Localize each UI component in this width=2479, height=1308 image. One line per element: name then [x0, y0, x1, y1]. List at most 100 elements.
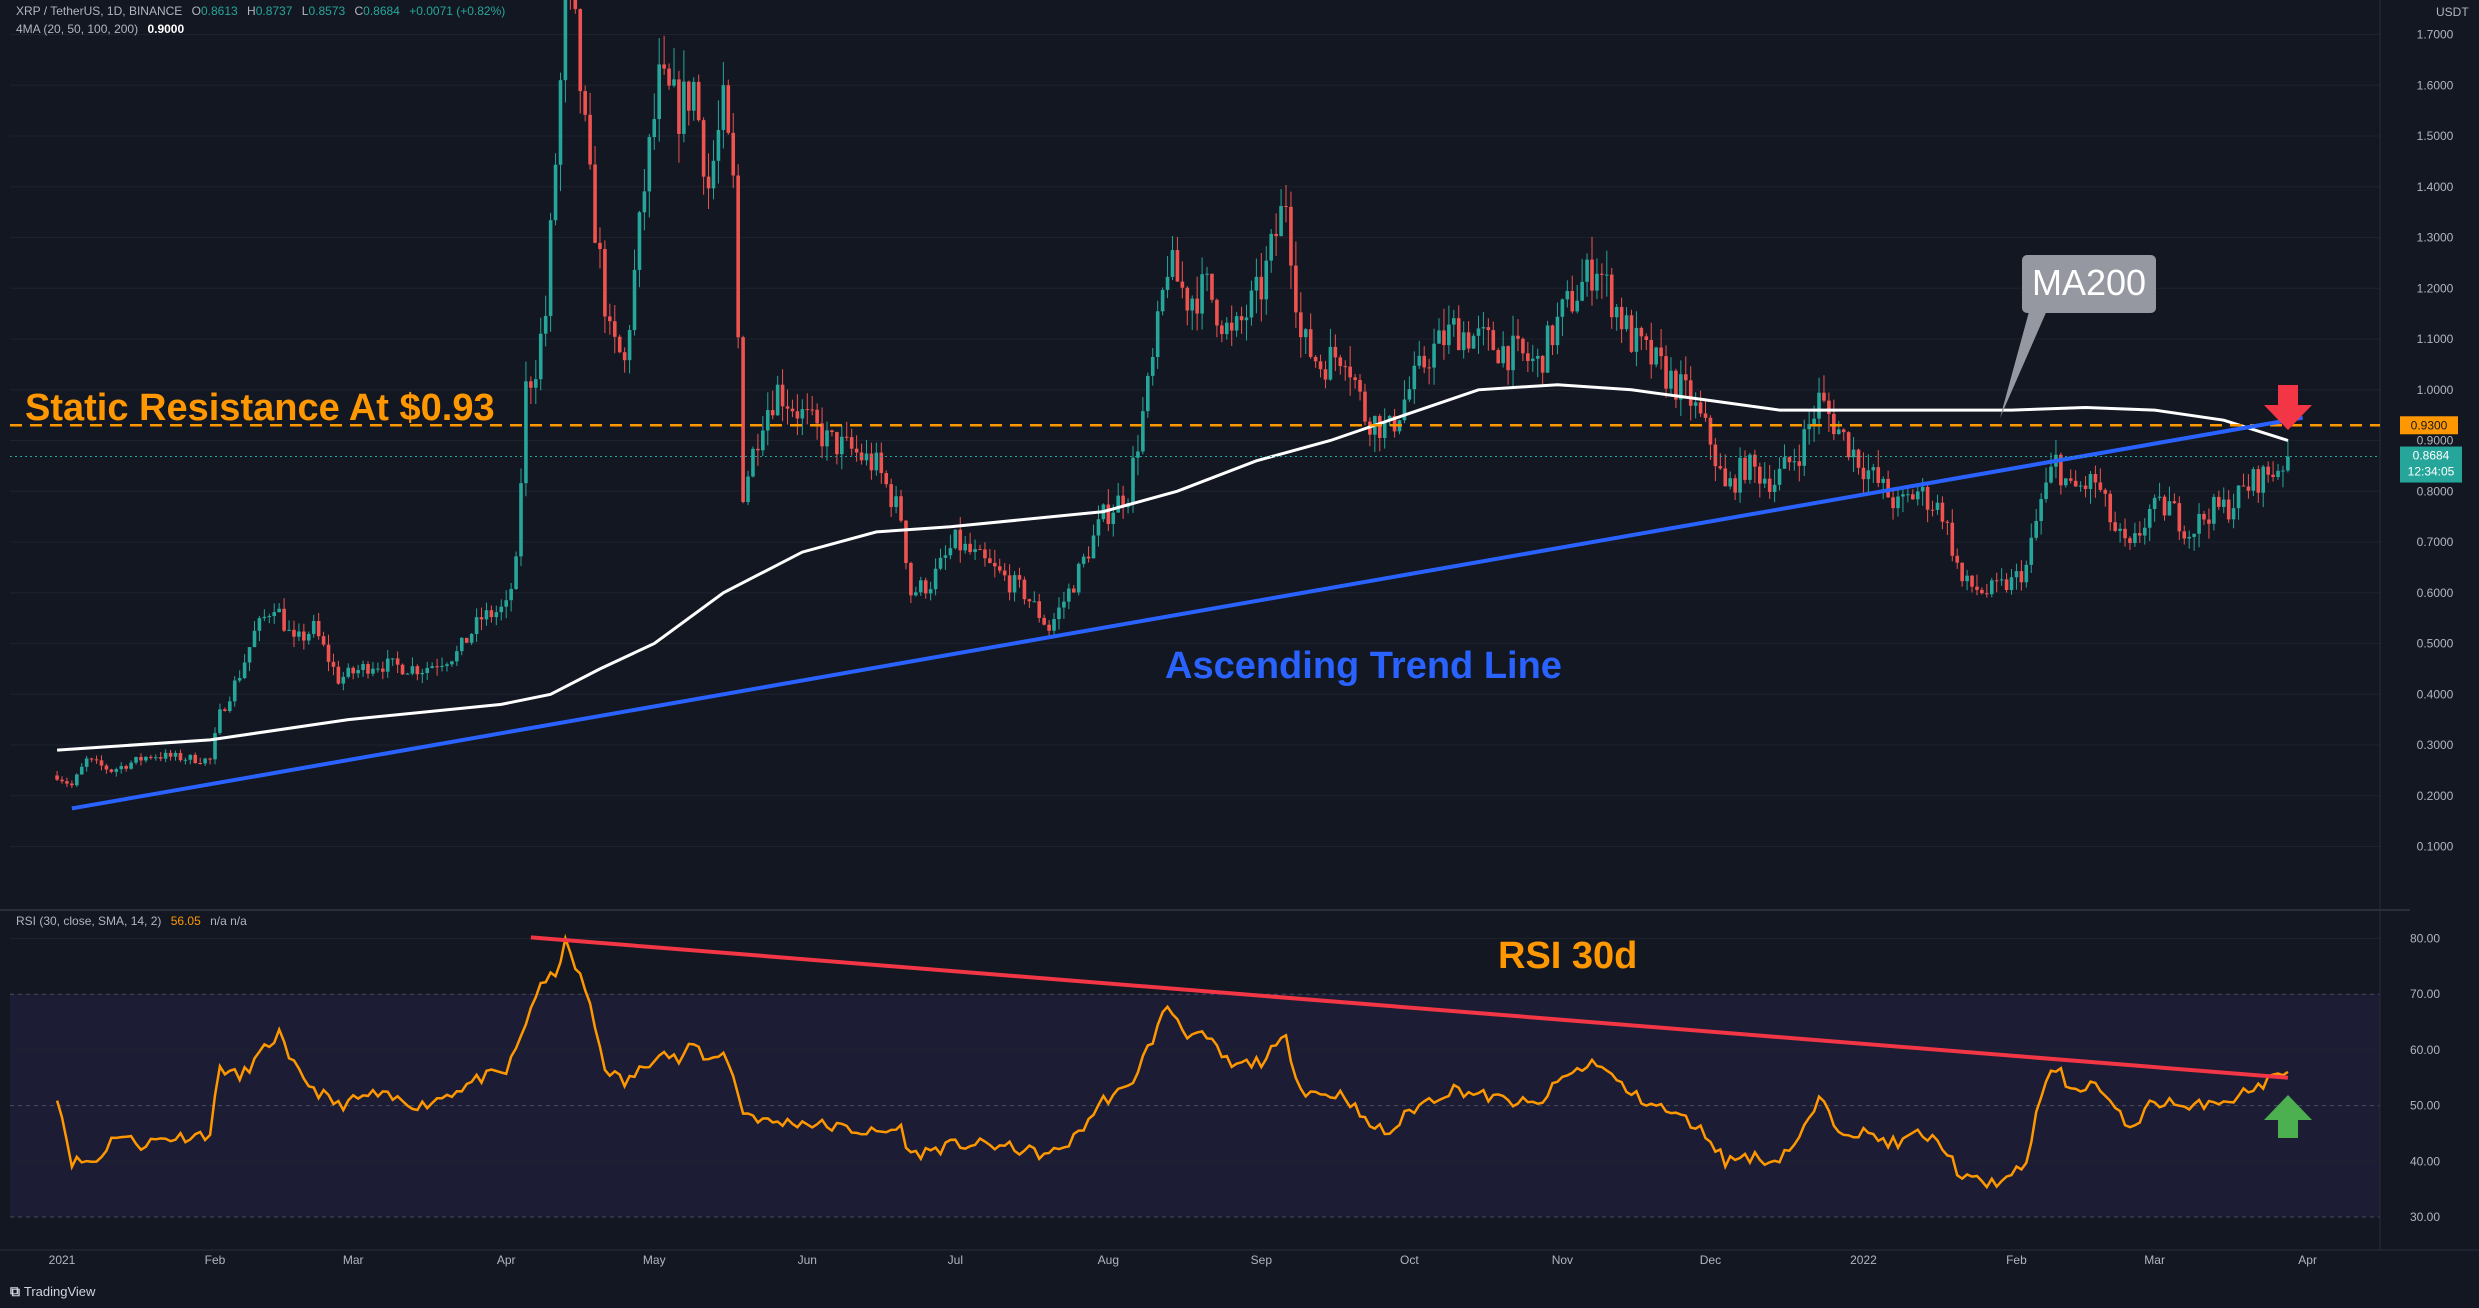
- candle-body: [292, 629, 296, 637]
- candle-body: [983, 549, 987, 559]
- ma-header[interactable]: 4MA (20, 50, 100, 200) 0.9000: [16, 22, 190, 36]
- candle-body: [459, 637, 464, 652]
- candle-body: [662, 64, 666, 69]
- last-price-tag-text: 0.8684: [2413, 449, 2450, 463]
- candle-body: [99, 760, 104, 766]
- candle-body: [1071, 588, 1076, 593]
- candle-body: [252, 630, 257, 648]
- candle-body: [514, 556, 518, 590]
- candle-body: [381, 668, 385, 672]
- price-tick-label: 1.0000: [2417, 383, 2454, 397]
- candle-body: [1017, 575, 1022, 580]
- candle-body: [1496, 349, 1501, 364]
- candle-body: [2078, 485, 2083, 487]
- candle-body: [938, 557, 943, 569]
- time-axis[interactable]: 2021 Feb Mar Apr May Jun Jul Aug Sep Oct Nov Dec 202…: [49, 1253, 2317, 1267]
- candle-body: [173, 752, 178, 757]
- candle-body: [2004, 579, 2009, 591]
- candle-body: [835, 432, 839, 455]
- candle-body: [2049, 466, 2053, 483]
- candle-body: [208, 758, 212, 760]
- candle-body: [1649, 339, 1654, 365]
- candle-body: [1190, 298, 1195, 311]
- ma200-callout[interactable]: MA200: [2000, 255, 2156, 418]
- candle-body: [1565, 291, 1570, 300]
- ascending-trend-line[interactable]: [71, 415, 2304, 811]
- candle-body: [1323, 369, 1328, 380]
- candle-body: [1836, 429, 1841, 435]
- candle-body: [1832, 413, 1836, 435]
- candle-body: [2034, 520, 2038, 538]
- rsi-trend-line[interactable]: [530, 935, 2289, 1080]
- candle-body: [1540, 355, 1545, 373]
- rsi-tick-label: 50.00: [2410, 1099, 2440, 1113]
- candle-body: [1506, 346, 1510, 371]
- candle-body: [2167, 501, 2172, 516]
- candle-body: [223, 709, 227, 712]
- trendline-label: Ascending Trend Line: [1165, 645, 1562, 687]
- candle-body: [2281, 470, 2285, 472]
- tradingview-watermark[interactable]: ⧉ TradingView: [10, 1283, 95, 1300]
- tradingview-text: TradingView: [23, 1284, 96, 1299]
- candle-body: [75, 774, 79, 786]
- candle-body: [1289, 206, 1293, 266]
- time-tick-label: Sep: [1251, 1253, 1273, 1267]
- candle-body: [2123, 528, 2127, 539]
- candle-body: [1442, 330, 1446, 346]
- candle-body: [884, 473, 889, 485]
- candle-body: [242, 662, 247, 679]
- candle-body: [1086, 556, 1091, 559]
- time-tick-label: Nov: [1552, 1253, 1573, 1267]
- candle-body: [316, 620, 321, 637]
- candle-body: [1950, 522, 1955, 556]
- candle-body: [70, 783, 74, 786]
- rsi-annotation-label: RSI 30d: [1498, 935, 1637, 977]
- candle-body: [1076, 563, 1081, 593]
- candle-body: [494, 612, 499, 618]
- candle-body: [65, 781, 69, 784]
- candle-body: [1797, 461, 1802, 466]
- candle-body: [2221, 499, 2226, 507]
- ma-indicator-value: 0.9000: [147, 22, 185, 36]
- candle-body: [395, 658, 400, 665]
- candle-body: [943, 555, 948, 558]
- candle-body: [366, 664, 370, 674]
- candle-body: [499, 606, 504, 613]
- candle-body: [1743, 457, 1747, 480]
- candle-body: [1047, 624, 1051, 631]
- symbol-header[interactable]: XRP / TetherUS, 1D, BINANCE O0.8613 H0.8…: [16, 4, 511, 18]
- rsi-tick-label: 70.00: [2410, 987, 2440, 1001]
- candle-body: [139, 756, 143, 761]
- rsi-axis[interactable]: 80.00 70.00 60.00 50.00 40.00 30.00: [2410, 932, 2440, 1225]
- candle-body: [1466, 332, 1471, 349]
- candle-body: [1901, 494, 1905, 497]
- candle-body: [2172, 501, 2177, 504]
- price-axis[interactable]: 1.7000 1.6000 1.5000 1.4000 1.3000 1.2000 1.10…: [2417, 28, 2454, 854]
- candle-body: [953, 529, 958, 549]
- candle-body: [756, 448, 760, 451]
- candle-body: [1121, 495, 1125, 508]
- candle-body: [1753, 454, 1757, 467]
- candle-body: [1748, 454, 1752, 480]
- candle-body: [1526, 353, 1530, 362]
- candle-body: [415, 666, 420, 675]
- candle-body: [810, 409, 814, 411]
- ma200-callout-box: [2022, 255, 2156, 313]
- price-pane[interactable]: [0, 0, 2380, 910]
- time-tick-label: Jun: [798, 1253, 817, 1267]
- candle-body: [1501, 346, 1505, 364]
- rsi-header[interactable]: RSI (30, close, SMA, 14, 2) 56.05 n/a n/…: [16, 914, 253, 928]
- time-tick-label: 2022: [1850, 1253, 1877, 1267]
- last-price-tag: 0.8684 12:34:05: [2400, 446, 2462, 483]
- candle-body: [538, 333, 543, 380]
- candle-body: [361, 664, 365, 670]
- candle-body: [1728, 478, 1732, 487]
- candle-body: [2128, 538, 2132, 544]
- candle-body: [1452, 318, 1456, 325]
- candle-body: [1560, 299, 1565, 317]
- rsi-tick-label: 40.00: [2410, 1154, 2440, 1168]
- rsi-grid: [10, 938, 2380, 1218]
- resistance-tag-text: 0.9300: [2411, 418, 2448, 432]
- candle-body: [1891, 497, 1895, 509]
